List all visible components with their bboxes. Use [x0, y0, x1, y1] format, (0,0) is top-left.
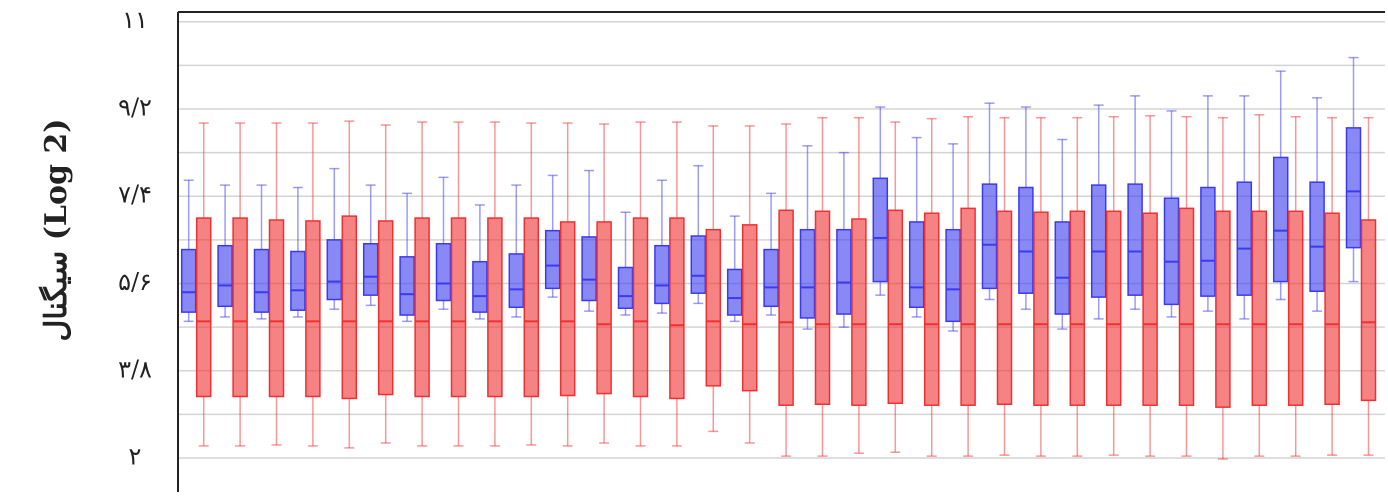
box [400, 257, 414, 315]
box [1252, 211, 1266, 405]
box [1070, 211, 1084, 405]
box [925, 213, 939, 405]
box [1143, 213, 1157, 405]
box [597, 222, 611, 394]
box [1034, 212, 1048, 405]
box [509, 254, 523, 307]
box [233, 218, 247, 396]
y-tick-label: ۳/۸ [118, 355, 152, 383]
box [524, 218, 538, 396]
box [1216, 211, 1230, 407]
box [691, 236, 705, 293]
box [1310, 182, 1324, 291]
box [1325, 213, 1339, 404]
box [816, 211, 830, 404]
box [364, 244, 378, 295]
box [452, 218, 466, 396]
box [983, 184, 997, 288]
box [764, 250, 778, 307]
box [1092, 185, 1106, 297]
y-tick-label: ۱۱ [122, 6, 148, 34]
box [801, 230, 815, 318]
y-tick-label: ۲ [129, 443, 142, 471]
y-tick-label: ۹/۲ [118, 93, 152, 121]
box [1107, 211, 1121, 405]
box [379, 221, 393, 395]
box [1274, 157, 1288, 281]
box [437, 244, 451, 301]
box [961, 208, 975, 405]
box [327, 240, 341, 300]
box [743, 225, 757, 391]
box [873, 178, 887, 281]
box [182, 250, 196, 313]
box [197, 218, 211, 396]
box [779, 210, 793, 405]
box [415, 218, 429, 396]
box [655, 246, 669, 304]
box [837, 230, 851, 314]
box [946, 230, 960, 322]
box [218, 246, 232, 307]
box [852, 219, 866, 405]
box [998, 211, 1012, 404]
box [342, 216, 356, 398]
box [888, 210, 902, 403]
box [634, 218, 648, 396]
y-tick-label: ۵/۶ [118, 268, 152, 296]
box [1128, 184, 1142, 295]
box [1165, 198, 1179, 304]
box [670, 218, 684, 398]
box [910, 222, 924, 307]
box [1237, 182, 1251, 295]
y-axis-label: سیگنال (Log 2) [38, 119, 74, 342]
box [473, 262, 487, 312]
box [306, 221, 320, 397]
box [1019, 188, 1033, 294]
y-tick-label: ۷/۴ [118, 181, 152, 209]
box [1055, 222, 1069, 314]
box [706, 230, 720, 386]
box [270, 220, 284, 396]
box [1362, 220, 1376, 400]
box [728, 269, 742, 315]
box [488, 218, 502, 396]
box [1289, 211, 1303, 405]
box [291, 252, 305, 311]
box [582, 237, 596, 301]
box [255, 250, 269, 313]
box [1347, 128, 1361, 248]
box [619, 268, 633, 309]
box [1201, 188, 1215, 297]
box [561, 222, 575, 396]
box [546, 231, 560, 289]
chart: سیگنال (Log 2) ۲ ۳/۸ ۵/۶ ۷/۴ ۹/۲ ۱۱ [0, 0, 1388, 497]
box [1180, 208, 1194, 405]
